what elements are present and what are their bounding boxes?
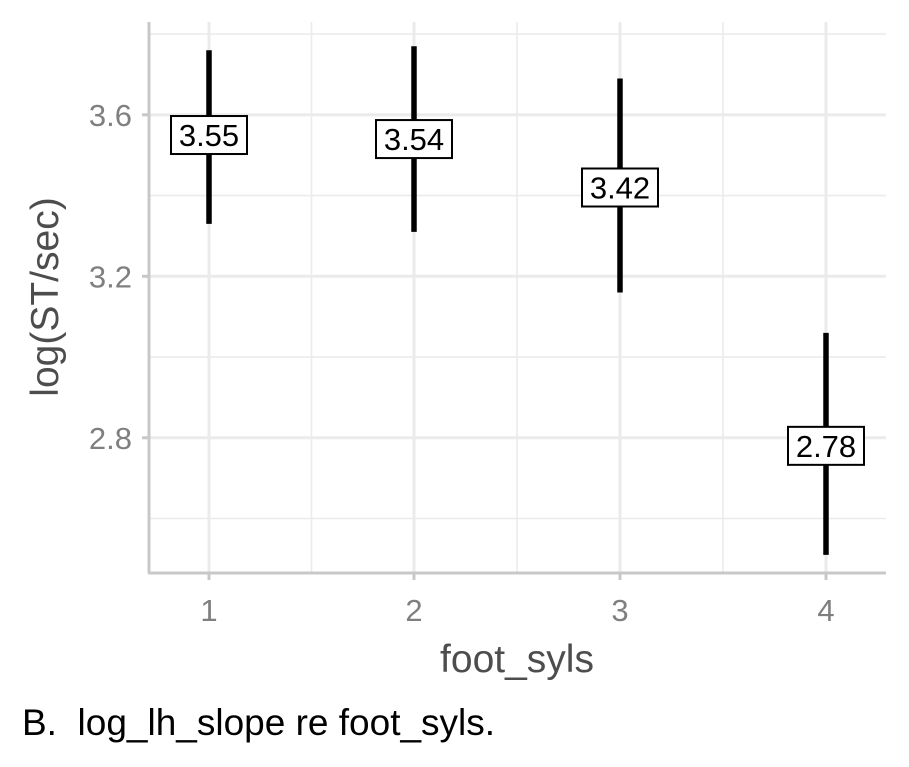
value-label-box (375, 119, 453, 160)
chart: 2.8 3.2 3.6 1 2 3 4 3.55 3.54 3.42 2.78 foot_syl… (24, 22, 886, 681)
x-tick-label: 3 (611, 593, 628, 628)
gridlines (149, 22, 886, 573)
y-ticks: 2.8 3.2 3.6 (89, 98, 149, 456)
value-label-box (170, 115, 248, 156)
y-tick-label: 2.8 (89, 421, 132, 456)
x-tick-label: 1 (200, 593, 217, 628)
value-label: 2.78 (796, 429, 856, 464)
value-label: 3.55 (179, 118, 239, 153)
y-tick-label: 3.2 (89, 259, 132, 294)
y-axis-title: log(ST/sec) (24, 197, 67, 396)
value-label: 3.42 (590, 171, 650, 206)
value-label: 3.54 (384, 122, 444, 157)
value-label-box (787, 425, 865, 466)
y-tick-label: 3.6 (89, 98, 132, 133)
figure-caption: B. log_lh_slope re foot_syls. (22, 702, 496, 743)
x-axis-title: foot_syls (440, 638, 594, 681)
data-marks: 3.55 3.54 3.42 2.78 (170, 46, 865, 555)
x-tick-label: 2 (405, 593, 422, 628)
x-ticks: 1 2 3 4 (200, 573, 835, 628)
x-tick-label: 4 (817, 593, 834, 628)
value-label-box (581, 167, 659, 208)
